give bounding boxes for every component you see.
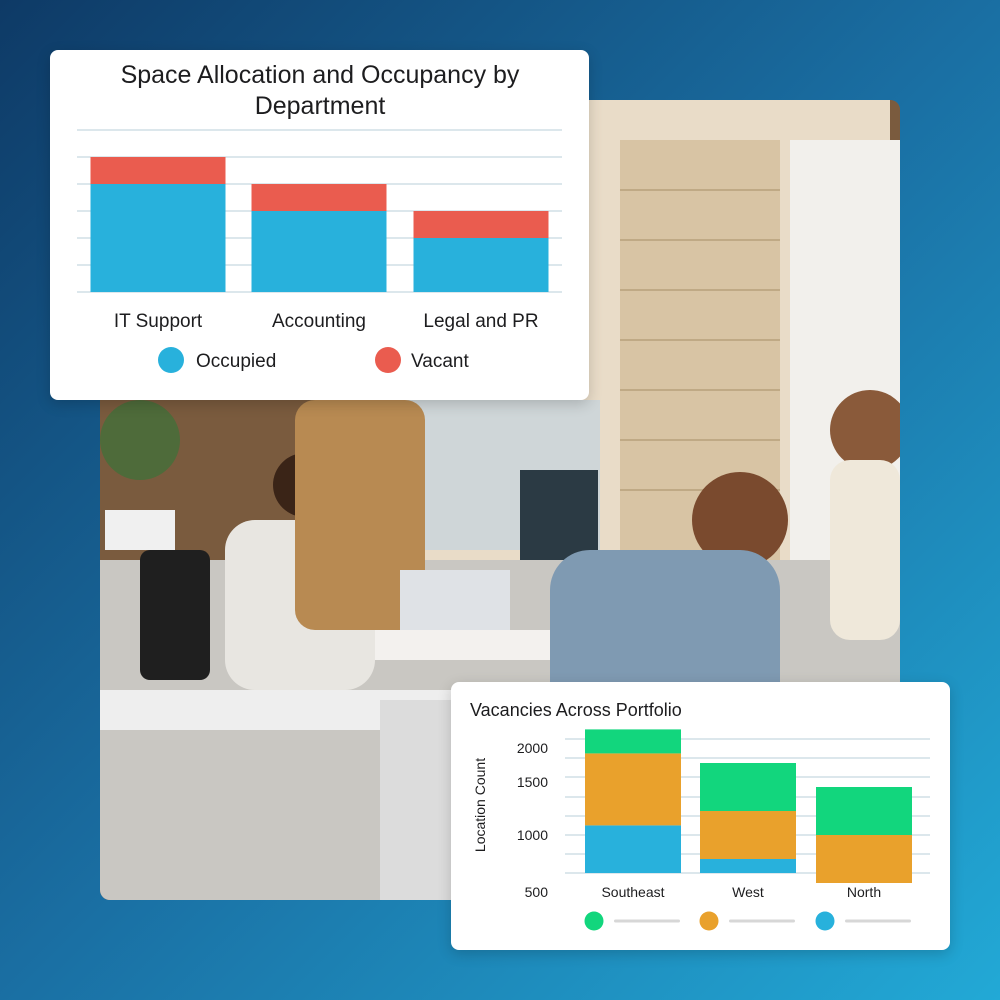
bar-segment-2-2	[816, 787, 912, 835]
chart-title: Space Allocation and Occupancy by Depart…	[120, 61, 520, 120]
bar-occupied-1	[251, 211, 387, 292]
bar-segment-2-1	[700, 763, 796, 811]
legend-label: Occupied	[196, 351, 276, 372]
legend-label: Vacant	[411, 351, 469, 372]
legend-placeholder-line	[614, 919, 680, 923]
y-tick-label: 1000	[517, 827, 548, 843]
y-tick-label: 500	[525, 884, 549, 900]
legend-swatch	[375, 347, 401, 373]
x-tick-label: Legal and PR	[423, 311, 538, 332]
bar-segment-0-0	[585, 825, 681, 873]
legend-swatch	[699, 911, 719, 931]
bar-vacant-2	[413, 211, 549, 238]
bar-occupied-2	[413, 238, 549, 292]
legend-swatch	[815, 911, 835, 931]
y-tick-label: 2000	[517, 740, 548, 756]
x-tick-label: West	[732, 884, 764, 900]
chart-title: Vacancies Across Portfolio	[470, 700, 682, 720]
x-tick-label: IT Support	[114, 311, 203, 332]
bar-segment-0-1	[700, 859, 796, 873]
bar-segment-1-0	[585, 753, 681, 826]
bar-vacant-1	[251, 184, 387, 211]
x-tick-label: Southeast	[601, 884, 664, 900]
bar-segment-1-2	[816, 835, 912, 883]
bar-segment-2-0	[585, 729, 681, 754]
bar-vacant-0	[90, 157, 226, 184]
x-tick-label: Accounting	[272, 311, 366, 332]
legend-swatch	[584, 911, 604, 931]
y-tick-label: 1500	[517, 774, 548, 790]
legend-placeholder-line	[729, 919, 795, 923]
bar-segment-1-1	[700, 811, 796, 859]
x-tick-label: North	[847, 884, 881, 900]
legend-placeholder-line	[845, 919, 911, 923]
legend-swatch	[158, 347, 184, 373]
bar-occupied-0	[90, 184, 226, 292]
